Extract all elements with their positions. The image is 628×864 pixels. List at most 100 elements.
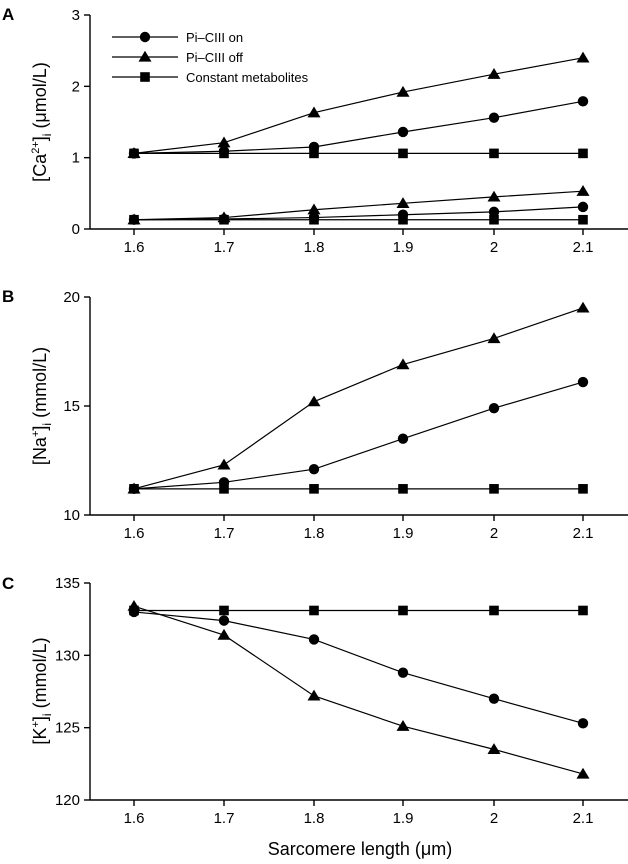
panel-letter: C [2, 574, 14, 593]
data-point-triangle [217, 136, 231, 148]
legend-label: Constant metabolites [186, 70, 309, 85]
legend-item: Pi–CIII off [112, 50, 243, 65]
data-point-square [309, 148, 319, 159]
series-square [129, 148, 588, 159]
data-point-square [219, 214, 229, 225]
x-tick-label: 1.6 [124, 525, 145, 542]
panel-letter: B [2, 287, 14, 306]
series-circle [128, 96, 589, 159]
data-point-triangle [576, 184, 590, 196]
y-tick-label: 10 [63, 507, 80, 524]
x-tick-label: 1.6 [124, 810, 145, 827]
data-point-circle [488, 402, 500, 414]
series-triangle [127, 51, 590, 159]
data-point-square [129, 484, 139, 494]
data-point-circle [577, 96, 589, 107]
data-point-square [578, 605, 588, 616]
x-tick-label: 1.8 [304, 239, 325, 256]
data-point-square [578, 148, 588, 159]
x-tick-label: 2 [490, 239, 498, 256]
panels: A 0 1 2 3 1.6 1.7 1.8 1.9 2 2.1 [Ca2+]i (μmol/L) B 10… [2, 5, 628, 827]
data-point-triangle [307, 689, 321, 701]
data-point-circle [218, 615, 230, 626]
series-circle [128, 376, 589, 495]
y-tick-label: 135 [55, 575, 80, 592]
panel-letter: A [2, 5, 14, 24]
data-point-circle [308, 634, 320, 645]
data-point-square [489, 214, 499, 225]
data-point-circle [577, 718, 589, 729]
data-point-square [309, 605, 319, 616]
data-point-square [489, 484, 499, 494]
series-triangle [127, 301, 590, 494]
data-point-square [398, 605, 408, 616]
data-point-square [129, 214, 139, 225]
series-square [129, 484, 588, 494]
data-point-square [129, 605, 139, 616]
legend-marker-triangle [138, 50, 152, 62]
x-tick-label: 1.7 [214, 810, 235, 827]
data-point-circle [577, 376, 589, 388]
data-point-triangle [396, 85, 410, 97]
x-tick-label: 1.7 [214, 239, 235, 256]
x-tick-label: 1.8 [304, 525, 325, 542]
data-point-circle [488, 206, 500, 218]
y-tick-label: 2 [72, 78, 80, 95]
panel-c: C 120 125 130 135 1.6 1.7 1.8 1.9 2 2.1 [K+]i (mmol… [2, 574, 628, 827]
data-point-square [398, 484, 408, 494]
data-point-triangle [307, 106, 321, 118]
data-point-circle [397, 126, 409, 138]
data-point-square [219, 605, 229, 616]
y-axis-label: [Na+]i (mmol/L) [30, 347, 54, 465]
y-tick-label: 0 [72, 221, 80, 238]
series-triangle [127, 599, 590, 779]
series-line [133, 57, 584, 154]
legend-marker-square [140, 72, 150, 82]
series-line [133, 605, 584, 775]
data-point-circle [397, 667, 409, 678]
data-point-triangle [487, 68, 501, 79]
y-tick-label: 3 [72, 7, 80, 24]
series-square [129, 605, 588, 616]
x-tick-label: 1.6 [124, 239, 145, 256]
data-point-square [398, 148, 408, 159]
x-tick-label: 2 [490, 810, 498, 827]
data-point-square [129, 148, 139, 159]
legend: Pi–CIII on Pi–CIII off Constant metabolite… [112, 30, 309, 85]
data-point-square [489, 148, 499, 159]
data-point-circle [397, 433, 409, 444]
panel-b: B 10 15 20 1.6 1.7 1.8 1.9 2 2.1 [Na+]i (mmol/L) [2, 287, 628, 542]
data-point-square [309, 214, 319, 225]
data-point-triangle [307, 395, 321, 407]
series-line [133, 381, 584, 490]
series-triangle [127, 184, 590, 225]
x-tick-label: 1.9 [393, 525, 414, 542]
legend-label: Pi–CIII on [186, 30, 243, 45]
y-axis-label: [K+]i (mmol/L) [30, 637, 54, 744]
panel-a: A 0 1 2 3 1.6 1.7 1.8 1.9 2 2.1 [Ca2+]i (μmol/L) [2, 5, 628, 256]
data-point-circle [488, 693, 500, 704]
data-point-triangle [307, 203, 321, 215]
x-tick-label: 2.1 [573, 525, 594, 542]
data-point-square [219, 148, 229, 159]
series-line [133, 611, 584, 724]
x-tick-label: 2.1 [573, 810, 594, 827]
y-tick-label: 120 [55, 792, 80, 809]
data-point-square [578, 214, 588, 225]
series-line [133, 100, 584, 154]
y-tick-label: 125 [55, 720, 80, 737]
data-point-square [398, 214, 408, 225]
x-tick-label: 1.7 [214, 525, 235, 542]
data-point-square [219, 484, 229, 494]
data-point-triangle [487, 332, 501, 344]
y-tick-label: 1 [72, 150, 80, 167]
x-tick-label: 2 [490, 525, 498, 542]
legend-item: Constant metabolites [112, 70, 309, 85]
data-point-square [309, 484, 319, 494]
y-tick-label: 130 [55, 647, 80, 664]
data-point-triangle [576, 51, 590, 63]
data-point-triangle [217, 458, 231, 470]
x-tick-label: 1.9 [393, 810, 414, 827]
x-tick-label: 1.9 [393, 239, 414, 256]
